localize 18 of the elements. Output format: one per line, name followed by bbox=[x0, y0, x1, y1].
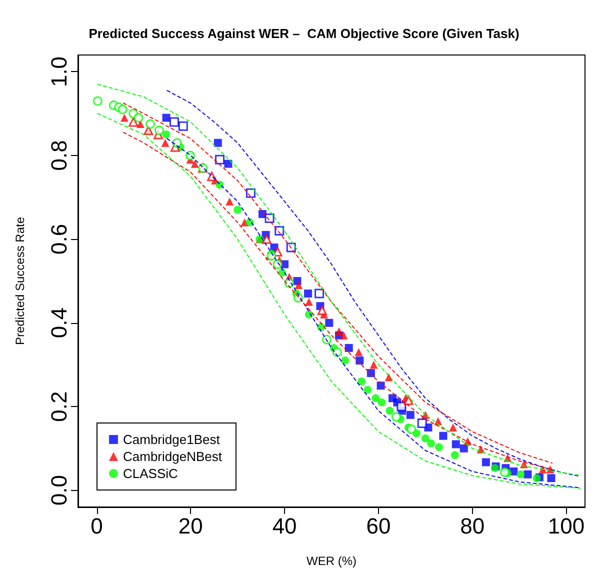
y-tick-label: 1.0 bbox=[46, 56, 72, 88]
legend-label: CLASSiC bbox=[123, 466, 178, 481]
x-tick-label: 60 bbox=[366, 514, 391, 538]
x-tick-label: 100 bbox=[548, 514, 585, 538]
x-tick-label: 80 bbox=[460, 514, 485, 538]
y-tick-label: 0.4 bbox=[46, 308, 72, 338]
x-axis-title: WER (%) bbox=[306, 554, 356, 568]
y-tick-label: 0.8 bbox=[46, 140, 72, 171]
y-tick-label: 0.2 bbox=[46, 391, 72, 422]
chart-title: Predicted Success Against WER – CAM Objective Score (Given Task) bbox=[88, 26, 520, 41]
y-tick-label: 0.6 bbox=[46, 224, 72, 254]
x-tick-label: 0 bbox=[90, 514, 103, 538]
x-tick-label: 20 bbox=[178, 514, 203, 538]
y-axis-title: Predicted Success Rate bbox=[13, 216, 27, 346]
legend-label: CambridgeNBest bbox=[123, 449, 222, 464]
y-tick-label: 0.0 bbox=[46, 474, 72, 506]
x-tick-label: 40 bbox=[272, 514, 297, 538]
legend-label: Cambridge1Best bbox=[123, 432, 220, 447]
